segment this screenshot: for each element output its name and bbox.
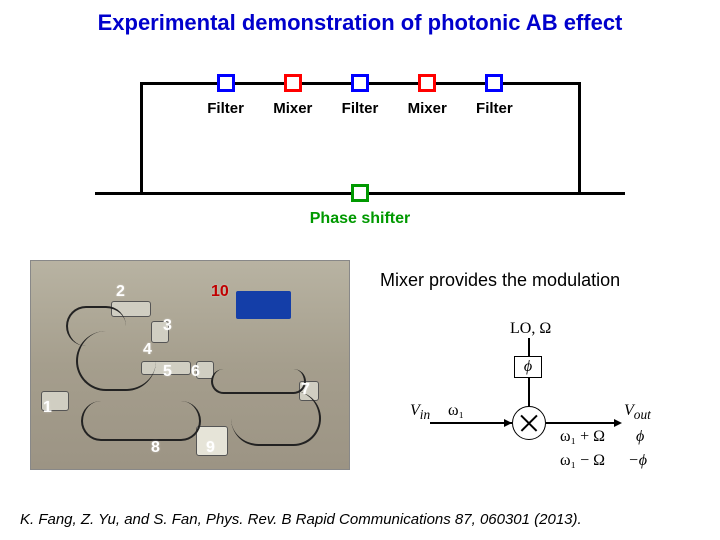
page-title: Experimental demonstration of photonic A…: [0, 10, 720, 36]
blue-module: [236, 291, 291, 319]
modulation-caption: Mixer provides the modulation: [380, 270, 620, 291]
mixer-label: Mixer: [408, 100, 447, 117]
vout-label: Vout: [624, 402, 651, 423]
photo-label-2: 2: [116, 283, 125, 301]
out-freq-plus: ω₁ + Ω: [560, 428, 605, 446]
vout-v: V: [624, 402, 634, 419]
out-freq-minus: ω₁ − Ω: [560, 452, 605, 470]
experiment-photo: 1 2 345 6 7 8 9 10: [30, 260, 350, 470]
mixer-box: [418, 74, 436, 92]
phase-box: ϕ: [514, 356, 542, 378]
vin-sub: in: [420, 407, 430, 422]
filter-box: [485, 74, 503, 92]
photo-label-1: 1: [43, 399, 52, 417]
wire-right: [578, 82, 581, 195]
mixer-icon: [512, 406, 546, 440]
vin-v: V: [410, 402, 420, 419]
filter-box: [217, 74, 235, 92]
photo-label-6: 6: [191, 363, 200, 381]
photo-label-4: 4: [143, 341, 152, 359]
lo-label: LO, Ω: [510, 320, 551, 338]
photo-label-5: 5: [163, 363, 172, 381]
wire-output: [580, 192, 625, 195]
line: [430, 422, 512, 424]
wire-input: [95, 192, 140, 195]
mixer-schematic: LO, Ω ϕ Vin ω₁ Vout ω₁ + Ω ϕ ω₁ − Ω −ϕ: [410, 320, 680, 490]
wire-left: [140, 82, 143, 195]
filter-label: Filter: [476, 100, 513, 117]
photo-label-8: 8: [151, 439, 160, 457]
vout-sub: out: [634, 407, 651, 422]
vin-label: Vin: [410, 402, 430, 423]
photo-label-9: 9: [206, 439, 215, 457]
phase-shifter-box: [351, 184, 369, 202]
cable: [76, 331, 156, 391]
photo-label-10: 10: [211, 283, 229, 301]
cable: [231, 391, 321, 446]
phase-shifter-label: Phase shifter: [310, 210, 410, 228]
circuit-diagram: FilterMixerFilterMixerFilter Phase shift…: [120, 62, 600, 222]
arrow-icon: [504, 419, 512, 427]
omega-in-label: ω₁: [448, 402, 464, 420]
line: [546, 422, 616, 424]
filter-label: Filter: [342, 100, 379, 117]
citation: K. Fang, Z. Yu, and S. Fan, Phys. Rev. B…: [20, 511, 700, 528]
photo-label-3: 3: [163, 317, 172, 335]
filter-box: [351, 74, 369, 92]
mixer-label: Mixer: [273, 100, 312, 117]
line: [528, 338, 530, 356]
out-phase-minus: −ϕ: [628, 452, 647, 470]
mixer-box: [284, 74, 302, 92]
line: [528, 378, 530, 408]
photo-label-7: 7: [301, 381, 310, 399]
cable: [81, 401, 201, 441]
out-phase-plus: ϕ: [636, 428, 644, 446]
arrow-icon: [614, 419, 622, 427]
filter-label: Filter: [207, 100, 244, 117]
